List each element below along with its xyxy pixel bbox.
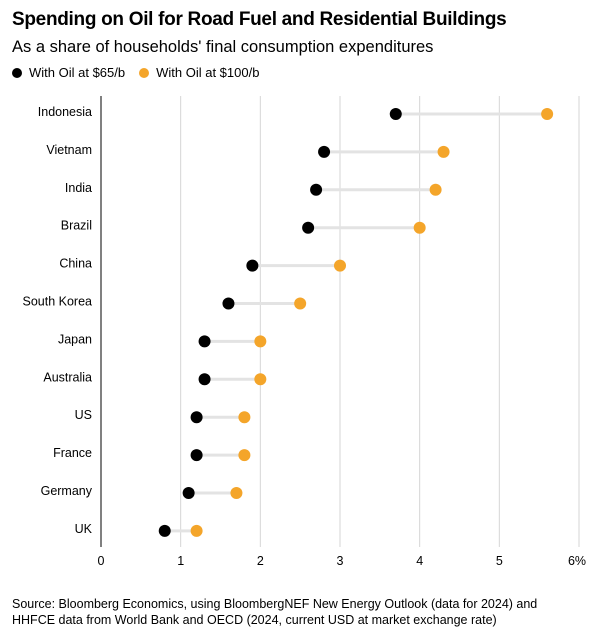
category-label-brazil: Brazil <box>61 219 92 233</box>
legend-label-65: With Oil at $65/b <box>29 65 126 80</box>
dot-100-india <box>429 183 442 196</box>
dot-100-china <box>334 259 346 272</box>
category-label-us: US <box>75 408 92 422</box>
category-label-india: India <box>65 181 92 195</box>
dot-100-brazil <box>413 221 426 234</box>
source-note: Source: Bloomberg Economics, using Bloom… <box>12 596 597 628</box>
legend-dot-65 <box>12 67 22 78</box>
dot-65-france <box>190 449 203 462</box>
dot-100-france <box>238 449 251 462</box>
dot-100-vietnam <box>437 145 450 158</box>
category-label-australia: Australia <box>43 370 92 384</box>
dot-100-us <box>238 411 251 424</box>
dot-65-china <box>246 259 259 272</box>
category-label-south-korea: South Korea <box>23 295 93 309</box>
dot-65-japan <box>198 335 211 348</box>
dot-100-japan <box>254 335 267 348</box>
legend-dot-100 <box>139 67 150 78</box>
dot-100-indonesia <box>541 108 554 120</box>
dot-65-australia <box>198 373 211 386</box>
category-label-germany: Germany <box>41 484 93 498</box>
legend-label-100: With Oil at $100/b <box>156 65 260 80</box>
dot-65-south-korea <box>222 297 235 310</box>
legend-item-65: With Oil at $65/b <box>12 65 125 80</box>
dot-100-south-korea <box>294 297 307 310</box>
source-line-1: Source: Bloomberg Economics, using Bloom… <box>12 597 538 611</box>
dot-65-indonesia <box>389 108 402 120</box>
category-label-indonesia: Indonesia <box>38 105 92 119</box>
x-tick-label-6: 6% <box>568 554 586 568</box>
category-label-china: China <box>59 257 92 271</box>
dot-65-uk <box>158 524 171 537</box>
source-line-2: HHFCE data from World Bank and OECD (202… <box>12 613 497 627</box>
dot-65-vietnam <box>318 145 331 158</box>
legend-item-100: With Oil at $100/b <box>139 65 259 80</box>
x-tick-label-0: 0 <box>98 554 105 568</box>
category-label-uk: UK <box>75 522 93 536</box>
legend: With Oil at $65/b With Oil at $100/b <box>12 65 273 80</box>
dot-65-germany <box>182 487 195 499</box>
dot-100-uk <box>190 524 203 537</box>
dot-65-india <box>310 183 323 196</box>
dot-plot: 0 1 2 3 4 5 6% Indonesia Vietnam India Brazil China… <box>23 96 586 568</box>
chart-subtitle: As a share of households' final consumpt… <box>12 38 434 56</box>
chart-title: Spending on Oil for Road Fuel and Reside… <box>12 9 507 30</box>
x-tick-label-3: 3 <box>337 554 344 568</box>
dot-100-germany <box>230 487 243 499</box>
category-label-france: France <box>53 446 92 460</box>
x-tick-label-1: 1 <box>177 554 184 568</box>
category-label-japan: Japan <box>58 332 92 346</box>
category-label-vietnam: Vietnam <box>46 143 92 157</box>
x-tick-label-5: 5 <box>496 554 503 568</box>
x-tick-label-4: 4 <box>416 554 423 568</box>
dot-100-australia <box>254 373 267 386</box>
dot-65-brazil <box>302 221 315 234</box>
dot-65-us <box>190 411 203 424</box>
x-tick-label-2: 2 <box>257 554 264 568</box>
